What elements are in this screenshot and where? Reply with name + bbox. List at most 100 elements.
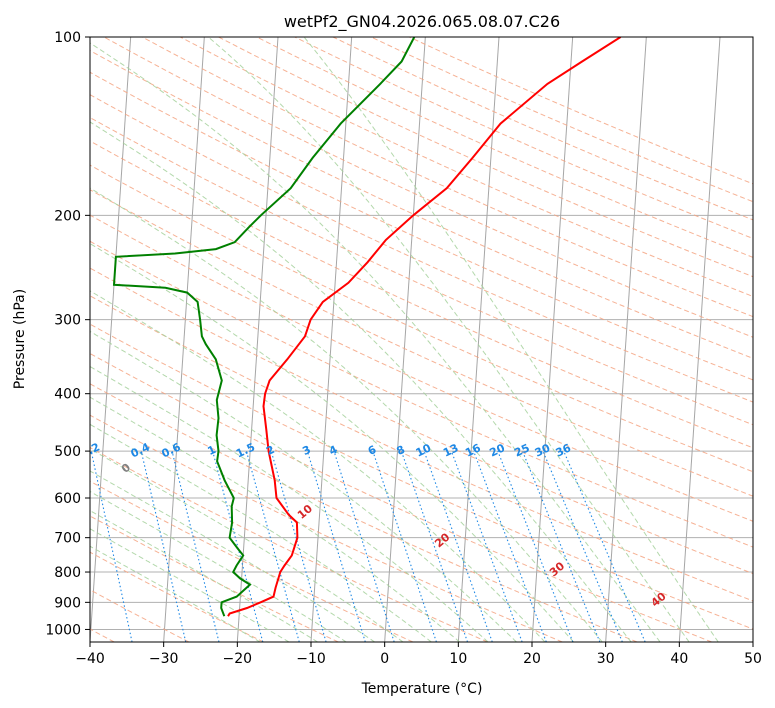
dry-adiabat-line: [90, 295, 753, 602]
mixing-ratio-line: [423, 450, 493, 642]
isotherm-line: [457, 37, 500, 642]
x-tick-label: −30: [149, 651, 179, 667]
mixing-ratio-label: 6: [366, 443, 379, 458]
mixing-ratio-label: 0.1: [32, 440, 55, 460]
plot-frame: [89, 36, 754, 643]
label-layer: 0.10.20.40.611.52346810131620253036-100-…: [32, 440, 669, 610]
x-tick-label: 50: [744, 651, 762, 667]
moist-adiabat-line: [207, 37, 690, 642]
moist-adiabat-line: [90, 330, 517, 642]
mixing-ratio-label: 3: [300, 443, 312, 458]
mixing-ratio-line: [90, 450, 133, 642]
y-tick-label: 500: [54, 444, 81, 460]
y-tick-label: 800: [54, 565, 81, 581]
mixing-ratio-label: 20: [488, 441, 508, 459]
isotherm-line: [678, 37, 721, 642]
moist-adiabat-label: 30: [547, 559, 567, 579]
dry-adiabat-line: [90, 267, 753, 575]
chart-title: wetPf2_GN04.2026.065.08.07.C26: [284, 12, 560, 32]
x-tick-label: 0: [380, 651, 389, 667]
x-tick-label: 20: [523, 651, 541, 667]
y-tick-label: 300: [54, 313, 81, 329]
y-tick-label: 600: [54, 491, 81, 507]
dry-adiabat-line: [90, 214, 753, 522]
moist-adiabat-line: [90, 121, 632, 642]
dry-adiabat-line: [370, 37, 753, 203]
x-tick-label: −10: [296, 651, 326, 667]
dewpoint-profile: [112, 37, 416, 617]
dry-adiabat-line: [90, 189, 753, 497]
isotherm-line: [605, 37, 647, 642]
x-tick-label: 10: [449, 651, 467, 667]
mixing-ratio-line: [400, 450, 469, 642]
dry-adiabat-line: [294, 37, 753, 240]
moist-adiabat-line: [90, 290, 546, 642]
isotherm-line: [90, 37, 132, 642]
isotherm-line: [531, 37, 574, 642]
dry-adiabat-line: [103, 37, 753, 338]
moist-adiabat-label: 20: [432, 530, 452, 550]
mixing-ratio-line: [171, 450, 220, 642]
y-axis: 100 200 300 400 500 600 700 800 900 1000: [45, 30, 90, 638]
x-axis-label: Temperature (°C): [361, 681, 483, 697]
dry-adiabat-line: [90, 352, 712, 642]
mixing-ratio-label: 0.6: [160, 440, 183, 460]
moist-adiabat-line: [90, 365, 489, 642]
mixing-ratio-label: 25: [512, 441, 531, 459]
moist-adiabat-line: [303, 37, 719, 642]
dry-adiabat-line: [90, 515, 339, 642]
dry-adiabat-line: [90, 480, 414, 642]
moist-adiabat-label: 10: [295, 502, 315, 522]
moist-adiabat-line: [90, 545, 261, 642]
dry-adiabat-line: [90, 164, 753, 473]
dry-adiabat-line: [256, 37, 753, 258]
mixing-ratio-label: 8: [395, 443, 407, 458]
grid-layer: [90, 37, 753, 642]
mixing-ratio-line: [270, 450, 327, 642]
moist-adiabat-label: 0: [119, 461, 133, 476]
dry-adiabat-line: [90, 49, 753, 359]
mixing-ratio-line: [306, 450, 366, 642]
mixing-ratio-line: [245, 450, 300, 642]
dry-adiabat-line: [90, 140, 753, 449]
y-tick-label: 900: [54, 595, 81, 611]
dry-adiabat-line: [90, 414, 563, 642]
mixing-ratio-label: 36: [554, 441, 574, 459]
mixing-ratio-line: [140, 450, 187, 642]
x-tick-label: −20: [223, 651, 253, 667]
x-tick-label: 40: [670, 651, 688, 667]
y-tick-label: 100: [54, 30, 81, 46]
mixing-ratio-line: [542, 450, 623, 642]
isotherm-line: [163, 37, 205, 642]
moist-adiabat-line: [90, 528, 290, 642]
dry-adiabat-line: [90, 71, 753, 381]
dry-adiabat-line: [90, 240, 753, 548]
moist-adiabat-line: [90, 490, 347, 642]
mixing-ratio-line: [372, 450, 437, 642]
moist-adiabat-line: [90, 448, 404, 642]
dry-adiabat-line: [90, 323, 753, 630]
moist-adiabat-label: 40: [649, 590, 669, 610]
mixing-ratio-line: [563, 450, 646, 642]
mixing-ratio-label: 4: [327, 443, 340, 458]
mixing-ratio-label: 16: [463, 441, 483, 459]
dry-adiabat-line: [332, 37, 753, 221]
moist-adiabat-line: [90, 423, 432, 642]
dry-adiabat-line: [180, 37, 753, 298]
mixing-ratio-label: 0.4: [129, 440, 152, 460]
dry-adiabat-line: [90, 117, 753, 426]
mixing-ratio-line: [333, 450, 395, 642]
y-tick-label: 200: [54, 208, 81, 224]
mixing-ratio-label: 10: [414, 441, 434, 459]
mixing-ratio-label: 30: [533, 441, 553, 459]
series-layer: [112, 37, 622, 617]
moist-adiabat-line: [90, 187, 603, 642]
y-tick-label: 1000: [45, 622, 81, 638]
temperature-profile: [227, 37, 622, 617]
moist-adiabat-line: [90, 42, 661, 642]
mixing-ratio-line: [497, 450, 574, 642]
mixing-ratio-label: 0.2: [79, 440, 102, 460]
y-tick-label: 400: [54, 387, 81, 403]
y-axis-label: Pressure (hPa): [12, 289, 28, 389]
